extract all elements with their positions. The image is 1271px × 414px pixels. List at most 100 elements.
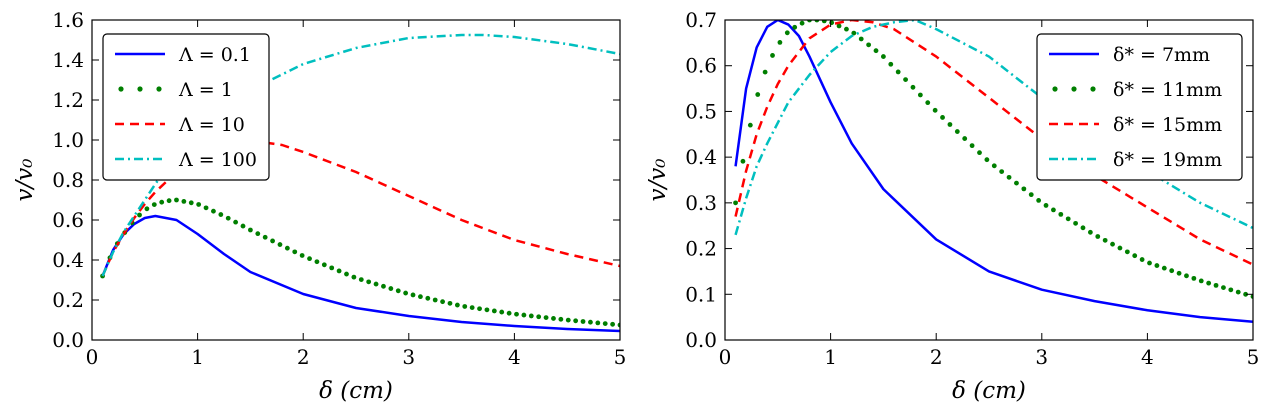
- legend: δ* = 7mm δ* = 11mm δ* = 15mm δ* = 19mm: [1036, 33, 1243, 181]
- y-tick-label: 0.2: [52, 288, 84, 312]
- data-point: [977, 150, 982, 156]
- y-axis-label: v/v₀: [645, 159, 671, 202]
- data-point: [1154, 263, 1160, 268]
- data-point: [1235, 289, 1241, 295]
- series-2-3-line: [734, 20, 1253, 266]
- data-point: [484, 307, 490, 313]
- data-point: [740, 158, 746, 164]
- data-point: [925, 100, 931, 106]
- data-point: [144, 206, 150, 212]
- x-tick-label: 5: [614, 345, 627, 369]
- data-point: [307, 256, 312, 262]
- data-point: [784, 30, 790, 36]
- y-tick-label: 0.4: [52, 248, 84, 272]
- data-point: [565, 317, 571, 323]
- y-tick-label: 0.6: [52, 208, 84, 232]
- data-point: [844, 26, 849, 32]
- legend-marker: [1090, 86, 1096, 92]
- y-tick-label: 1.6: [52, 8, 84, 32]
- x-tick-label: 0: [86, 345, 99, 369]
- data-point: [947, 122, 953, 127]
- data-point: [270, 238, 275, 244]
- y-tick-label: 0.6: [685, 54, 717, 78]
- data-point: [388, 286, 394, 291]
- x-tick-label: 4: [508, 345, 521, 369]
- series-2-2-markers: [733, 20, 1253, 299]
- data-point: [821, 20, 827, 24]
- data-point: [881, 54, 886, 59]
- data-point: [151, 202, 157, 208]
- data-point: [580, 319, 586, 324]
- data-point: [211, 208, 216, 214]
- legend: Λ = 0.1 Λ = 1 Λ = 10 Λ = 100: [102, 33, 270, 181]
- series-1-1-line: [101, 214, 620, 333]
- data-point: [969, 143, 975, 149]
- data-point: [336, 268, 342, 274]
- data-point: [1087, 229, 1093, 235]
- data-point: [1051, 207, 1056, 213]
- data-point: [595, 320, 601, 326]
- data-point: [836, 23, 842, 29]
- data-point: [777, 40, 783, 45]
- y-tick-label: 0.8: [52, 168, 84, 192]
- data-point: [1213, 282, 1219, 288]
- data-point: [351, 274, 357, 280]
- x-tick-label: 0: [719, 345, 732, 369]
- data-point: [292, 249, 298, 255]
- data-point: [888, 61, 894, 67]
- data-point: [858, 36, 864, 42]
- data-point: [1102, 237, 1108, 243]
- data-point: [174, 197, 179, 203]
- data-point: [610, 321, 616, 327]
- x-tick-label: 2: [930, 345, 943, 369]
- data-point: [1021, 186, 1027, 192]
- data-point: [366, 279, 372, 285]
- chart-2: 0 1 2 3 4 5 0.0 0.1 0.2 0.3 0.4 0.5 0.6 0.7 δ (cm) v/v₀…: [645, 8, 1259, 404]
- y-tick-label: 1.2: [52, 88, 84, 112]
- data-point: [314, 259, 320, 265]
- data-point: [1228, 287, 1234, 293]
- data-point: [284, 245, 290, 251]
- data-point: [1124, 249, 1130, 255]
- data-point: [1206, 280, 1212, 286]
- data-point: [196, 202, 202, 207]
- data-point: [1028, 192, 1034, 198]
- y-tick-label: 1.0: [52, 128, 84, 152]
- data-point: [358, 277, 364, 282]
- y-tick-label: 0.3: [685, 191, 717, 215]
- data-point: [895, 69, 901, 75]
- data-point: [262, 234, 268, 240]
- data-point: [1161, 265, 1167, 271]
- series-2-4-line: [734, 20, 1253, 236]
- x-tick-label: 5: [1247, 345, 1260, 369]
- legend-label: δ* = 7mm: [1113, 44, 1210, 66]
- data-point: [991, 163, 997, 169]
- y-tick-label: 0.0: [685, 328, 717, 352]
- data-point: [873, 48, 879, 54]
- data-point: [403, 290, 409, 296]
- data-point: [755, 92, 761, 97]
- data-point: [410, 292, 416, 298]
- data-point: [1117, 245, 1123, 251]
- data-point: [1191, 275, 1197, 281]
- data-point: [395, 288, 401, 294]
- data-point: [792, 24, 798, 30]
- x-tick-label: 4: [1141, 345, 1154, 369]
- x-tick-label: 3: [1035, 345, 1048, 369]
- data-point: [373, 281, 379, 287]
- data-point: [1043, 203, 1049, 208]
- data-point: [188, 200, 194, 206]
- x-axis-label: δ (cm): [319, 378, 393, 404]
- legend-label: Λ = 10: [178, 114, 245, 136]
- y-axis-label: v/v₀: [12, 159, 38, 202]
- data-point: [528, 313, 534, 319]
- data-point: [984, 157, 990, 163]
- y-tick-label: 0.7: [685, 8, 717, 32]
- data-point: [521, 312, 527, 318]
- data-point: [1080, 225, 1086, 231]
- chart-1: 0 1 2 3 4 5 0.0 0.2 0.4 0.6 0.8 1.0 1.2 1.4 1.6 δ (cm) v…: [12, 8, 626, 404]
- data-point: [425, 295, 431, 301]
- data-point: [506, 310, 512, 316]
- legend-marker: [118, 86, 124, 92]
